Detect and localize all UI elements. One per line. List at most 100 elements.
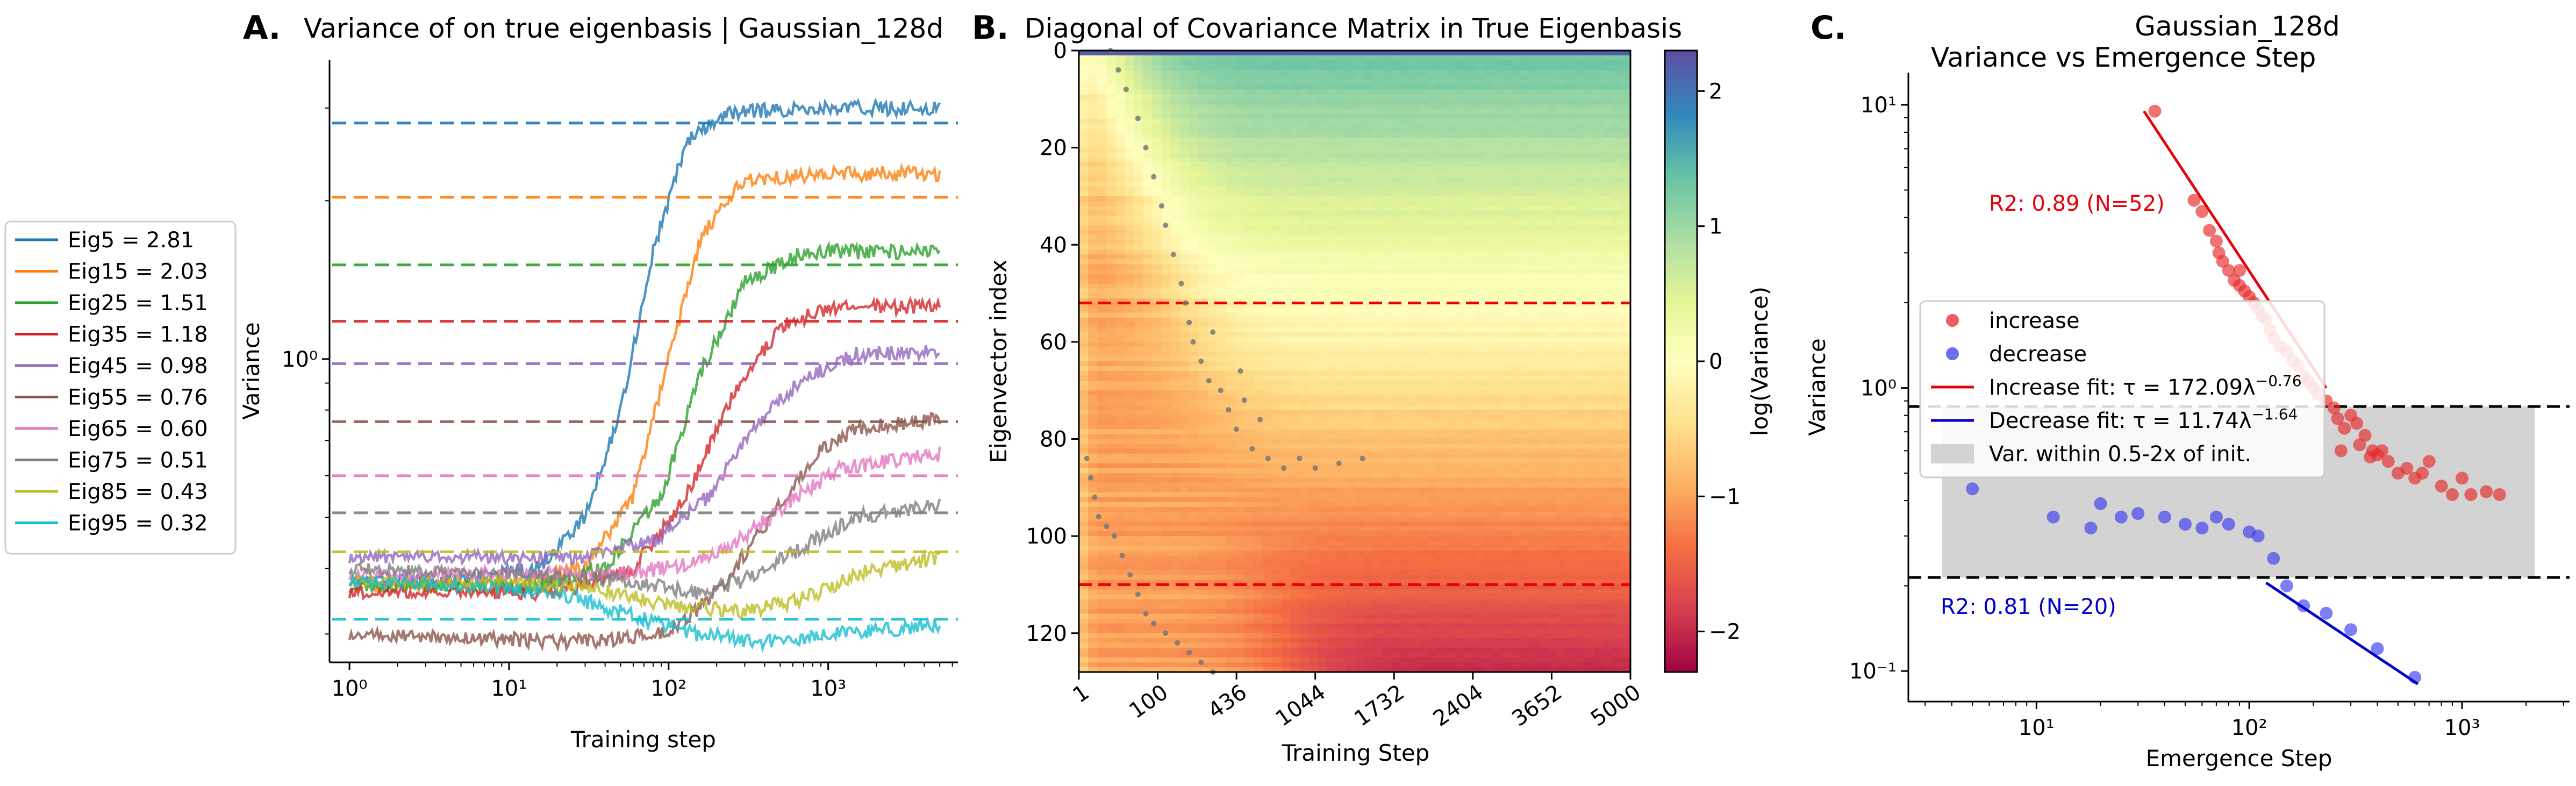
heat-cell [1539, 75, 1548, 80]
heat-cell [1134, 142, 1144, 148]
heat-cell [1382, 322, 1392, 328]
heat-cell [1391, 322, 1401, 328]
heat-cell [1198, 424, 1208, 430]
heat-cell [1143, 240, 1153, 245]
heat-cell [1566, 341, 1576, 347]
heat-cell [1161, 308, 1171, 313]
heat-cell [1584, 94, 1594, 99]
heat-cell [1364, 94, 1373, 99]
heat-cell [1593, 211, 1604, 216]
heat-cell [1134, 230, 1144, 235]
heat-cell [1483, 235, 1493, 240]
heat-cell [1115, 167, 1126, 173]
heat-cell [1180, 157, 1190, 163]
heat-cell [1474, 123, 1484, 129]
heat-cell [1419, 211, 1429, 216]
heat-cell [1529, 142, 1539, 148]
heat-cell [1226, 346, 1236, 352]
heat-cell [1253, 128, 1263, 134]
heat-cell [1575, 303, 1585, 309]
heat-cell [1621, 312, 1631, 318]
heat-cell [1327, 249, 1337, 255]
heat-cell [1584, 206, 1594, 211]
heat-cell [1409, 80, 1420, 85]
heat-cell [1373, 371, 1383, 376]
heat-cell [1501, 75, 1512, 80]
heat-cell [1235, 60, 1245, 66]
heat-cell [1529, 133, 1539, 139]
heat-cell [1143, 118, 1153, 124]
heat-cell [1511, 381, 1521, 386]
heat-cell [1244, 245, 1254, 250]
heat-cell [1566, 186, 1576, 192]
heat-cell [1336, 351, 1346, 357]
heat-cell [1272, 211, 1282, 216]
heat-cell [1253, 293, 1263, 299]
heat-cell [1217, 424, 1227, 430]
heat-cell [1299, 240, 1310, 245]
heat-cell [1345, 293, 1355, 299]
heat-cell [1474, 51, 1484, 56]
heat-cell [1217, 376, 1227, 381]
heat-cell [1419, 381, 1429, 386]
heat-cell [1143, 70, 1153, 75]
heat-cell [1483, 405, 1493, 410]
heat-cell [1097, 70, 1107, 75]
heat-cell [1428, 341, 1438, 347]
heat-cell [1465, 80, 1475, 85]
heat-cell [1483, 196, 1493, 202]
heat-cell [1327, 196, 1337, 202]
heat-cell [1391, 298, 1401, 304]
heat-cell [1382, 60, 1392, 66]
heat-cell [1097, 269, 1107, 275]
heat-cell [1391, 400, 1401, 405]
heat-cell [1272, 65, 1282, 70]
heat-cell [1308, 70, 1319, 75]
heat-cell [1511, 80, 1521, 85]
heat-cell [1492, 366, 1502, 371]
heat-cell [1492, 439, 1502, 445]
heat-cell [1253, 104, 1263, 109]
heat-cell [1106, 361, 1116, 367]
heat-cell [1584, 245, 1594, 250]
heat-cell [1529, 424, 1539, 430]
heat-cell [1382, 70, 1392, 75]
heat-cell [1355, 75, 1364, 80]
heat-cell [1253, 332, 1263, 338]
heat-cell [1456, 312, 1465, 318]
heat-cell [1501, 390, 1512, 396]
heat-cell [1134, 216, 1144, 221]
heat-cell [1584, 196, 1594, 202]
heat-cell [1152, 351, 1162, 357]
heat-cell [1437, 424, 1447, 430]
heat-cell [1364, 142, 1373, 148]
heat-cell [1428, 157, 1438, 163]
heat-cell [1539, 269, 1548, 275]
heat-cell [1079, 249, 1089, 255]
heat-cell [1382, 317, 1392, 323]
heat-cell [1226, 274, 1236, 280]
heat-cell [1345, 269, 1355, 275]
heat-cell [1501, 109, 1512, 115]
heat-cell [1382, 332, 1392, 338]
heat-cell [1373, 51, 1383, 56]
heat-cell [1557, 225, 1566, 231]
heat-cell [1409, 128, 1420, 134]
heat-cell [1492, 249, 1502, 255]
heat-cell [1511, 245, 1521, 250]
heat-cell [1355, 80, 1364, 85]
heat-cell [1244, 337, 1254, 342]
heat-cell [1437, 298, 1447, 304]
heat-cell [1088, 245, 1098, 250]
heat-cell [1465, 128, 1475, 134]
legend-label: Eig95 = 0.32 [68, 511, 208, 536]
heat-cell [1391, 157, 1401, 163]
heat-cell [1244, 113, 1254, 119]
heat-cell [1428, 254, 1438, 260]
heat-cell [1226, 65, 1236, 70]
heat-cell [1134, 249, 1144, 255]
heat-cell [1409, 240, 1420, 245]
heat-cell [1548, 176, 1557, 182]
heat-cell [1584, 75, 1594, 80]
heat-cell [1501, 400, 1512, 405]
